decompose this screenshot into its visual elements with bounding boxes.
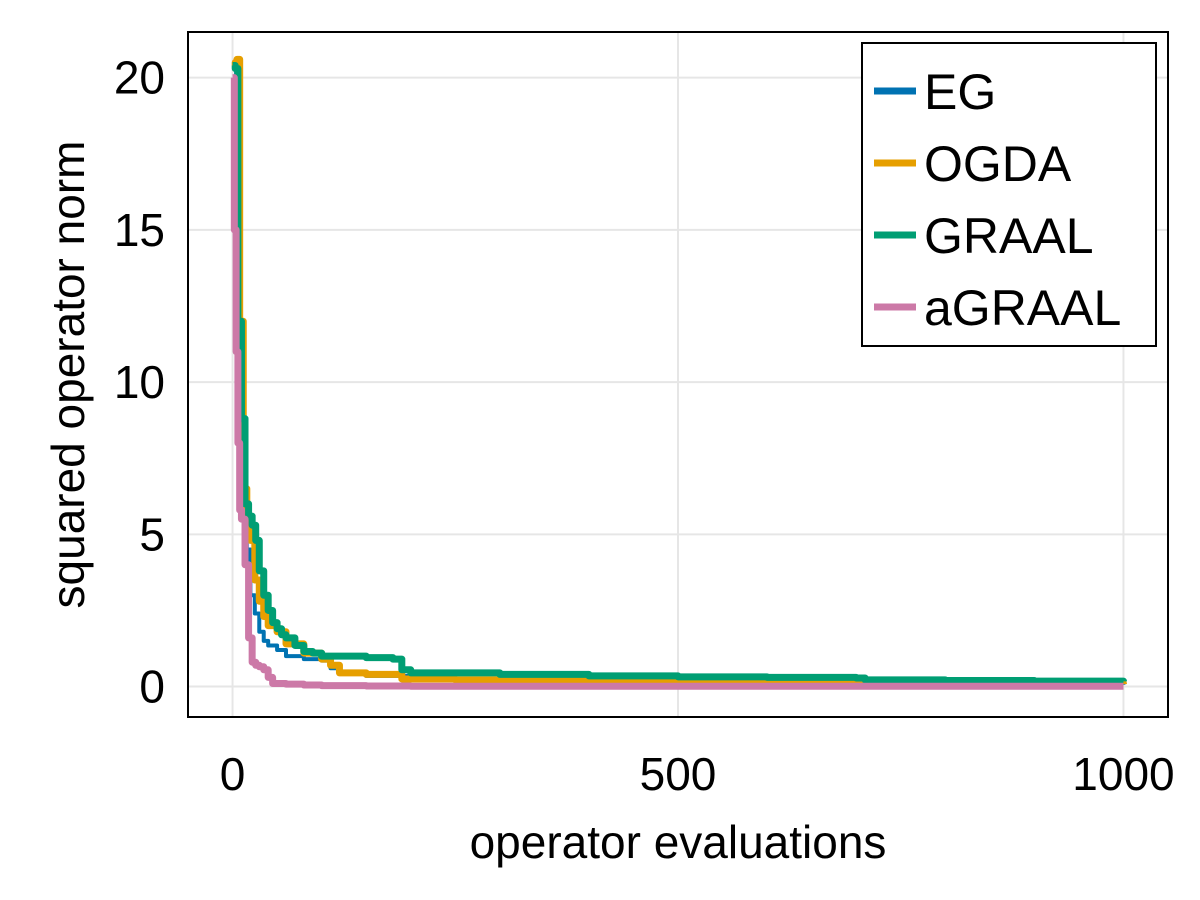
x-tick-label: 0	[220, 748, 246, 800]
plot-frame	[187, 31, 1169, 718]
y-axis-label: squared operator norm	[42, 141, 94, 609]
series-line-agraal	[230, 74, 1124, 690]
legend-label: EG	[924, 64, 996, 120]
x-axis-ticks: 0 500 1000	[220, 748, 1175, 800]
legend-label: aGRAAL	[924, 280, 1121, 336]
x-tick-label: 1000	[1072, 748, 1174, 800]
y-tick-label: 20	[114, 52, 165, 104]
y-tick-label: 5	[139, 508, 165, 560]
y-tick-label: 15	[114, 204, 165, 256]
legend: EG OGDA GRAAL aGRAAL	[861, 42, 1157, 347]
legend-label: OGDA	[924, 136, 1072, 192]
series-layer	[230, 55, 1127, 690]
legend-label: GRAAL	[924, 208, 1094, 264]
x-axis-label: operator evaluations	[470, 816, 887, 868]
x-tick-label: 500	[640, 748, 717, 800]
series-line-graal	[231, 61, 1127, 685]
y-tick-label: 10	[114, 356, 165, 408]
y-axis-ticks: 0 5 10 15 20	[114, 52, 165, 713]
y-tick-label: 0	[139, 661, 165, 713]
